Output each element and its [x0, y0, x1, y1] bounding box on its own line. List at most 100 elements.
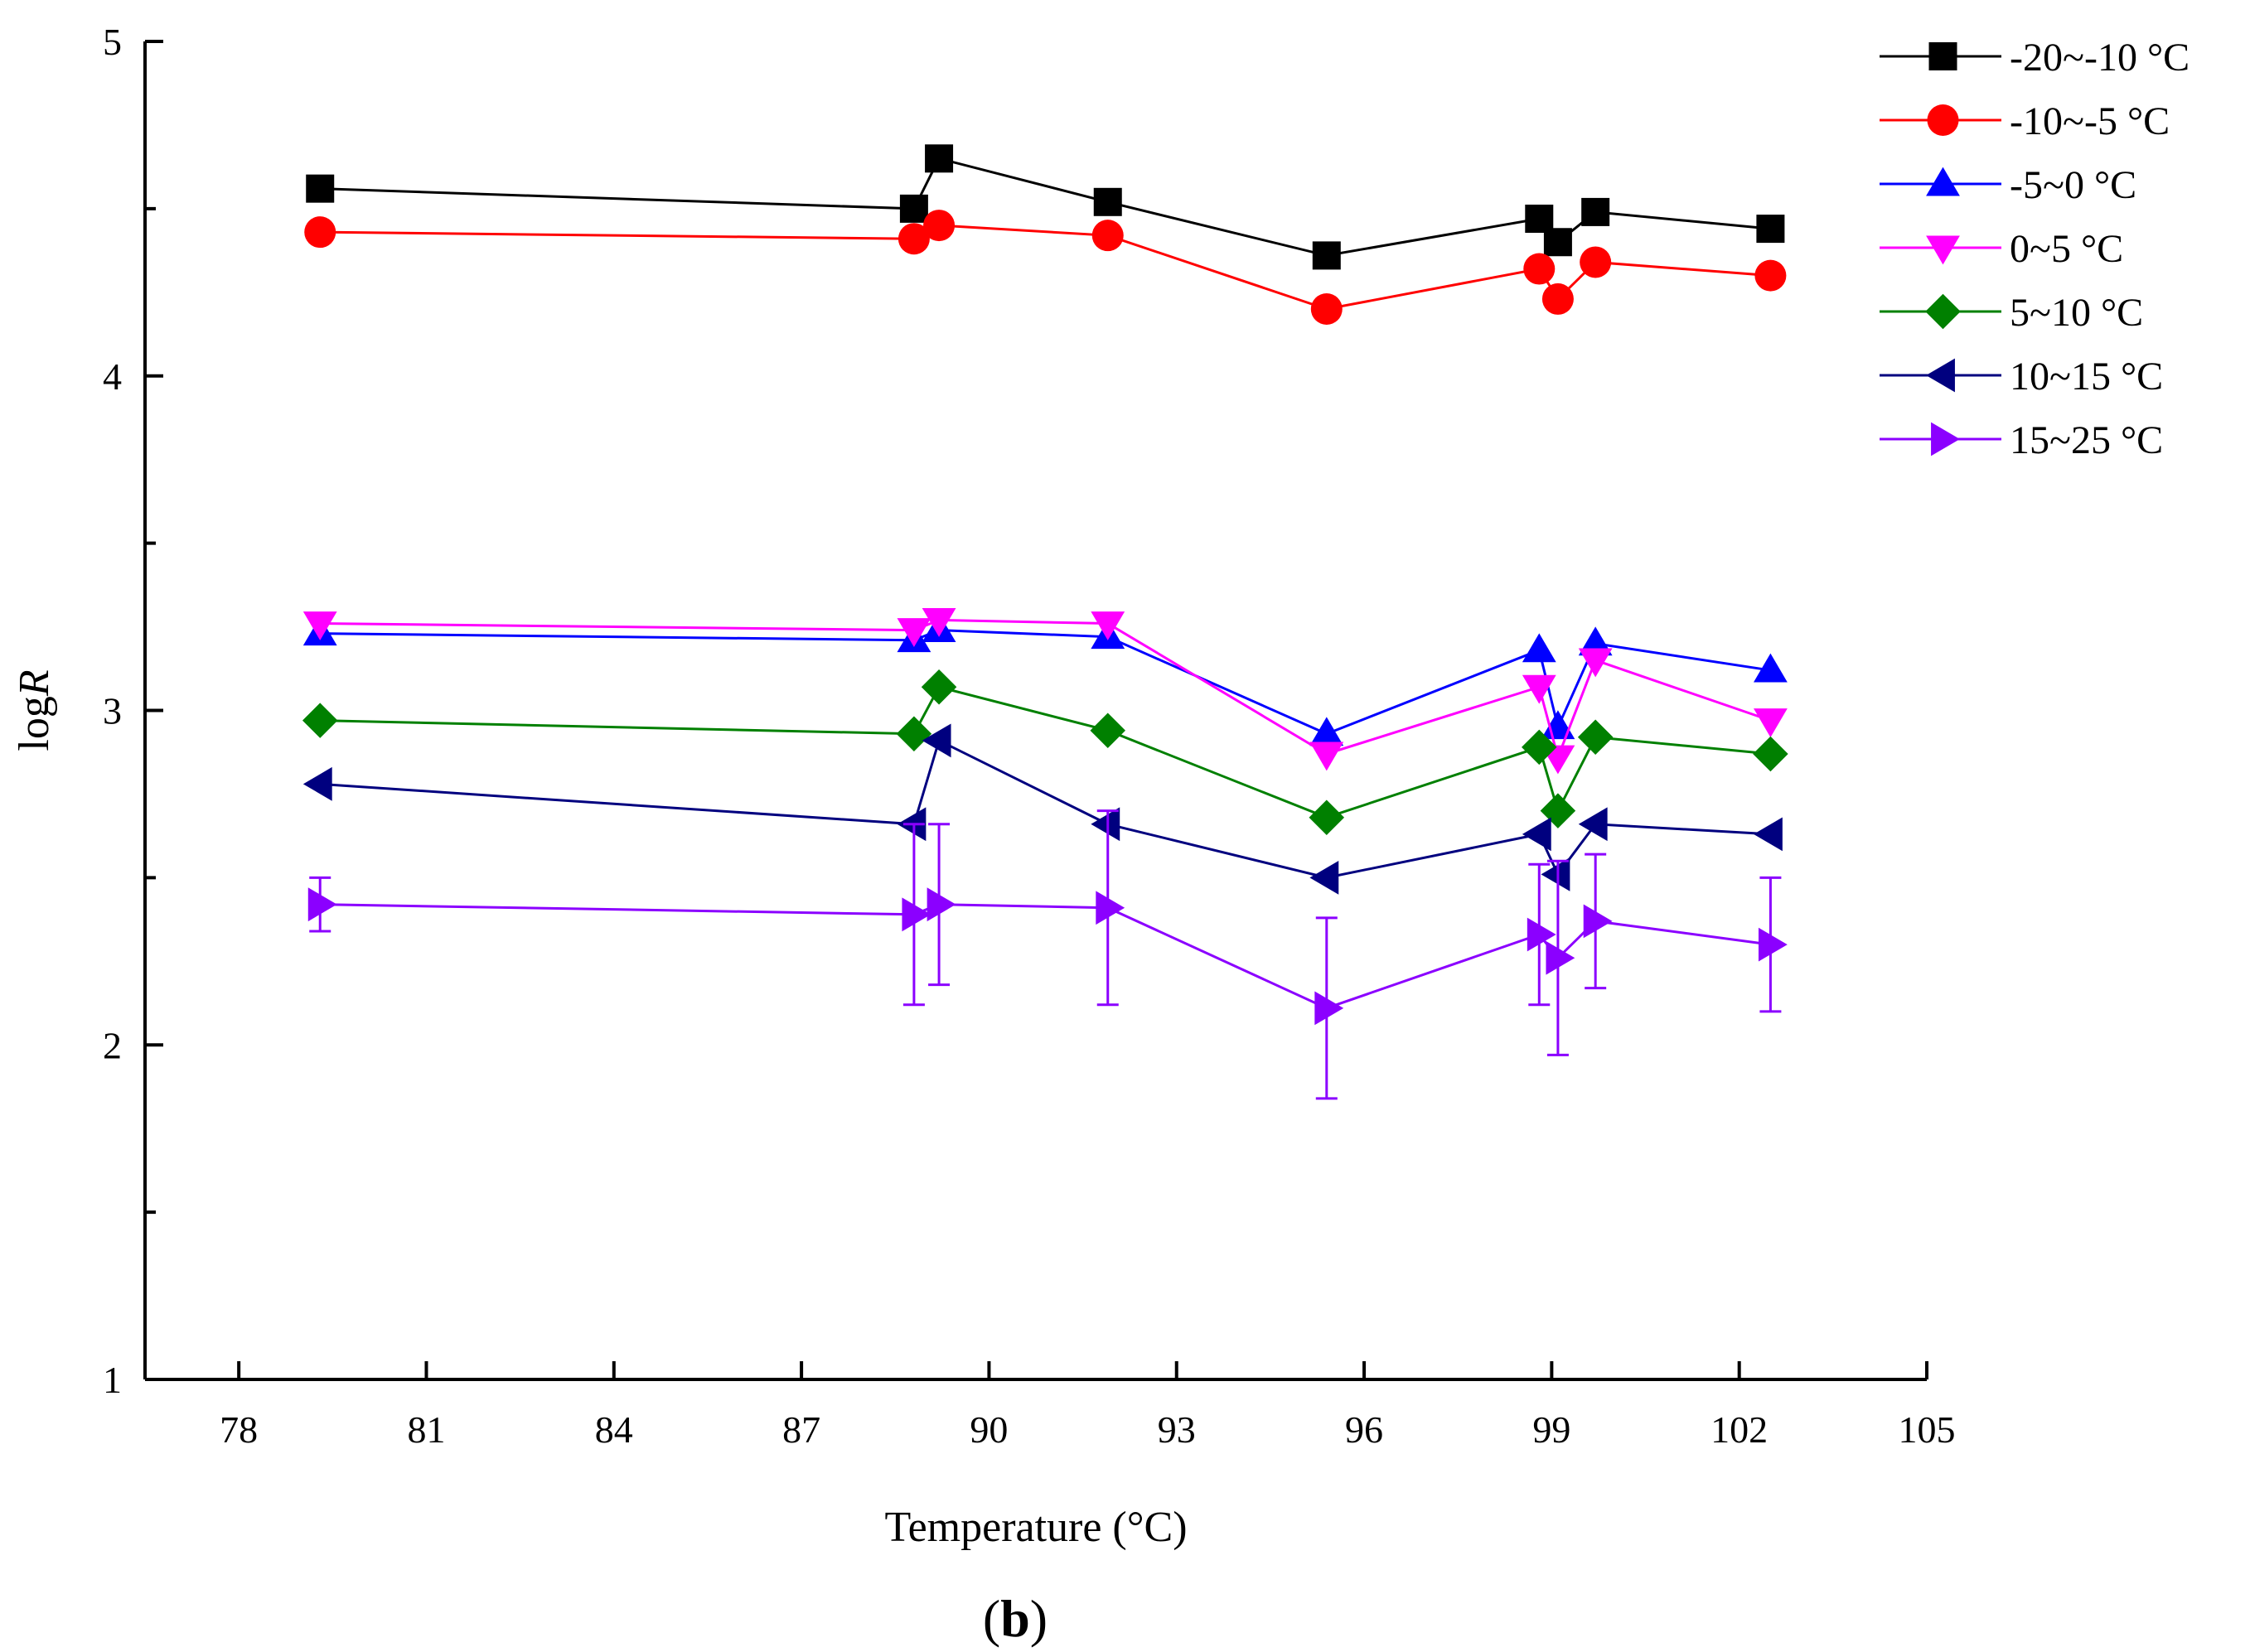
data-point	[302, 766, 332, 801]
panel-label-close: )	[1030, 1589, 1048, 1648]
y-axis-title: logR	[11, 669, 58, 751]
panel-label-open: (	[983, 1589, 1000, 1648]
y-tick-label: 1	[103, 1359, 122, 1401]
legend-label: 5~10 °C	[2010, 291, 2143, 335]
series-15-25-c	[307, 809, 1788, 1100]
legend-label: 15~25 °C	[2010, 418, 2163, 462]
legend-marker	[1925, 293, 1961, 330]
data-point	[1756, 215, 1785, 244]
data-point	[1309, 717, 1344, 746]
x-tick-label: 87	[782, 1408, 820, 1451]
data-point	[1754, 259, 1787, 292]
data-point	[922, 608, 956, 637]
data-point	[1309, 741, 1344, 771]
data-point	[1522, 817, 1551, 852]
legend-marker	[1926, 358, 1955, 393]
x-tick-label: 102	[1710, 1408, 1768, 1451]
legend-item-15-25-c: 15~25 °C	[1880, 418, 2163, 462]
data-point	[306, 174, 335, 203]
legend-item-10-5-c: -10~-5 °C	[1880, 99, 2170, 143]
x-tick-label: 99	[1532, 1408, 1570, 1451]
data-point	[898, 223, 930, 255]
data-point	[1546, 940, 1575, 975]
series-10-15-c	[302, 723, 1783, 895]
data-point	[302, 703, 338, 738]
data-point	[896, 716, 932, 752]
data-point	[923, 210, 956, 242]
legend-item-5-10-c: 5~10 °C	[1880, 291, 2143, 335]
series-5-10-c	[302, 669, 1788, 835]
data-point	[1578, 807, 1608, 842]
legend-label: -10~-5 °C	[2010, 99, 2170, 143]
y-tick-label: 3	[103, 690, 122, 732]
series-10-5-c	[304, 210, 1787, 325]
legend-label: -20~-10 °C	[2010, 36, 2190, 80]
axes: 78 81 84 87 90 93 96 99 102 105 1 2 3 4 5	[103, 21, 1956, 1451]
data-point	[1091, 220, 1124, 252]
y-tick-label: 2	[103, 1024, 122, 1066]
data-point	[1091, 611, 1125, 640]
y-ticks: 1 2 3 4 5	[103, 21, 163, 1401]
data-point	[925, 144, 954, 173]
x-tick-label: 78	[220, 1408, 258, 1451]
series-line	[320, 618, 1771, 761]
data-point	[1754, 817, 1783, 852]
data-point	[1522, 674, 1556, 704]
legend-label: -5~0 °C	[2010, 163, 2136, 207]
legend-item-20-10-c: -20~-10 °C	[1880, 36, 2190, 80]
data-point	[1580, 246, 1612, 278]
data-point	[1096, 891, 1125, 925]
legend-marker	[1926, 167, 1960, 196]
data-point	[1758, 927, 1788, 962]
legend-marker	[1931, 422, 1960, 456]
series-line	[320, 629, 1771, 736]
data-point	[1541, 857, 1570, 891]
y-axis-title-prefix: log	[11, 696, 58, 751]
data-point	[1541, 283, 1574, 315]
data-point	[1522, 633, 1556, 663]
data-point	[1583, 904, 1613, 939]
legend-item-5-0-c: -5~0 °C	[1880, 163, 2136, 207]
legend-marker	[1928, 42, 1957, 70]
data-point	[1578, 648, 1613, 678]
data-point	[1309, 799, 1345, 835]
x-tick-label: 90	[970, 1408, 1008, 1451]
x-tick-label: 105	[1899, 1408, 1956, 1451]
data-point	[902, 897, 931, 932]
x-ticks: 78 81 84 87 90 93 96 99 102 105	[220, 1361, 1956, 1451]
data-point	[1091, 807, 1120, 842]
data-point	[307, 887, 337, 922]
legend: -20~-10 °C -10~-5 °C -5~0 °C 0~5 °C 5~10 °C 1…	[1880, 36, 2190, 462]
data-point	[1581, 197, 1610, 226]
data-point	[1310, 293, 1343, 325]
x-axis-title: Temperature (°C)	[884, 1504, 1187, 1551]
data-point	[1093, 187, 1122, 216]
series-20-10-c	[306, 144, 1785, 270]
data-point	[921, 669, 957, 705]
data-point	[1309, 860, 1339, 895]
data-point	[1753, 736, 1788, 772]
x-tick-label: 96	[1345, 1408, 1383, 1451]
y-axis-title-variable: R	[11, 669, 58, 697]
legend-label: 0~5 °C	[2010, 227, 2123, 271]
data-point	[899, 194, 928, 223]
x-tick-label: 93	[1158, 1408, 1196, 1451]
data-point	[1527, 917, 1556, 952]
data-point	[1314, 991, 1344, 1026]
data-point	[1523, 253, 1556, 285]
y-tick-label: 5	[103, 21, 122, 63]
data-point	[1522, 729, 1557, 766]
legend-item-10-15-c: 10~15 °C	[1880, 355, 2163, 399]
data-point	[1543, 228, 1572, 257]
panel-label: (b)	[983, 1589, 1048, 1648]
data-point	[897, 618, 931, 647]
data-point	[1577, 719, 1614, 756]
data-point	[1090, 712, 1126, 748]
legend-item-0-5-c: 0~5 °C	[1880, 227, 2123, 271]
data-point	[927, 887, 956, 922]
data-point	[1754, 708, 1788, 738]
legend-marker	[1926, 235, 1960, 265]
series-0-5-c	[302, 608, 1788, 775]
data-point	[1754, 653, 1788, 683]
